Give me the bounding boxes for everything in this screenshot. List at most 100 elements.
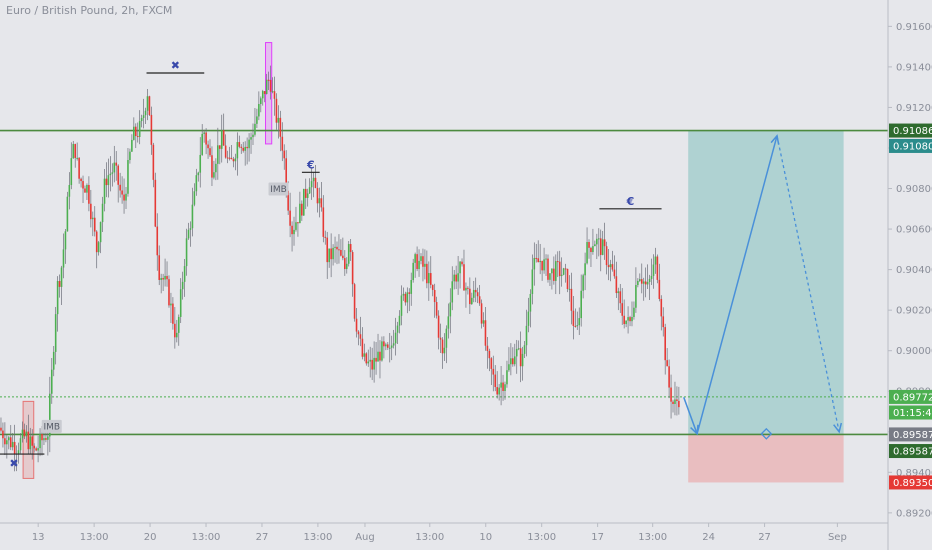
candle-body (386, 344, 389, 348)
candle-body (185, 238, 188, 267)
candle-body (631, 316, 633, 322)
candle-body (545, 258, 547, 260)
candle-body (168, 279, 170, 306)
candle-body (574, 325, 577, 327)
candle-body (291, 225, 293, 235)
candle-body (547, 258, 549, 280)
projection-up-leg[interactable] (696, 135, 778, 435)
candle-body (2, 430, 4, 439)
candle-body (205, 132, 207, 145)
price-tag (889, 138, 932, 153)
candle-body (95, 231, 98, 253)
candle-body (170, 303, 172, 306)
candle-body (494, 374, 497, 388)
candle-body (619, 291, 622, 304)
candle-body (121, 190, 123, 195)
candle-body (66, 196, 69, 232)
candle-body (447, 316, 450, 329)
candle-body (78, 157, 80, 179)
candle-body (416, 254, 418, 270)
time-tick-label: 13:00 (80, 532, 109, 543)
candle-body (531, 269, 534, 294)
candle-body (263, 91, 266, 94)
candle-body (281, 136, 284, 151)
entry-marker-icon[interactable] (760, 427, 773, 440)
candle-body (377, 351, 379, 362)
candle-body (111, 172, 114, 174)
candle-body (429, 273, 432, 285)
candle-body (193, 191, 196, 205)
candle-body (594, 244, 596, 247)
candle-body (441, 339, 444, 354)
time-tick-label: 13:00 (415, 532, 444, 543)
arrow-head-return (833, 422, 843, 434)
candle-body (349, 244, 352, 253)
candle-body (662, 316, 665, 328)
candle-body (646, 281, 649, 285)
candle-body (6, 440, 8, 445)
target-zone[interactable] (688, 130, 844, 435)
stop-zone[interactable] (688, 434, 844, 483)
candle-body (160, 278, 162, 280)
candle-body (383, 341, 385, 347)
candle-body (433, 289, 436, 303)
time-tick-label: 20 (144, 532, 157, 543)
candle-body (578, 318, 581, 326)
chart-title: Euro / British Pound, 2h, FXCM (6, 4, 173, 17)
candle-body (164, 275, 166, 280)
candle-body (134, 126, 137, 137)
candle-body (133, 126, 135, 140)
candle-body (187, 229, 190, 239)
candle-body (148, 96, 151, 115)
candle-body (418, 260, 420, 270)
candle-body (486, 345, 489, 351)
candle-body (586, 242, 588, 264)
candle-body (115, 162, 118, 166)
candle-body (222, 130, 225, 146)
candle-body (414, 254, 416, 263)
candle-body (301, 203, 303, 216)
projection-down-leg[interactable] (683, 397, 698, 435)
candle-body (142, 115, 145, 118)
price-tag-label: 0.89587 (893, 430, 932, 441)
candle-body (218, 145, 221, 149)
candle-body (342, 255, 344, 259)
candle-body (11, 441, 14, 448)
swing-marker: ✖ (9, 457, 18, 470)
candle-body (496, 387, 498, 395)
price-tag-label: 0.91080 (893, 141, 932, 152)
candle-body (394, 332, 397, 344)
candle-body (209, 148, 211, 156)
candle-body (478, 296, 481, 304)
candle-body (472, 289, 475, 298)
candle-body (664, 327, 667, 361)
candle-body (572, 310, 575, 326)
candle-body (474, 289, 477, 293)
time-tick-label: 10 (479, 532, 492, 543)
candle-body (465, 287, 467, 291)
projection-return-leg[interactable] (776, 135, 840, 432)
candle-body (236, 142, 239, 159)
candle-body (375, 357, 377, 362)
candle-body (62, 249, 65, 268)
candle-body (228, 157, 231, 159)
candle-body (13, 441, 16, 454)
price-tag-label: 0.89587 (893, 447, 932, 458)
candle-body (453, 274, 456, 282)
candle-body (125, 193, 127, 201)
candle-body (629, 317, 631, 322)
candle-body (576, 325, 579, 327)
candle-body (183, 266, 186, 282)
candle-body (599, 238, 602, 255)
candle-body (533, 257, 536, 270)
price-tag (889, 389, 932, 404)
candle-body (285, 158, 288, 191)
candle-body (308, 187, 311, 194)
candle-body (484, 320, 487, 346)
candle-body (597, 238, 600, 240)
candle-body (381, 341, 383, 361)
